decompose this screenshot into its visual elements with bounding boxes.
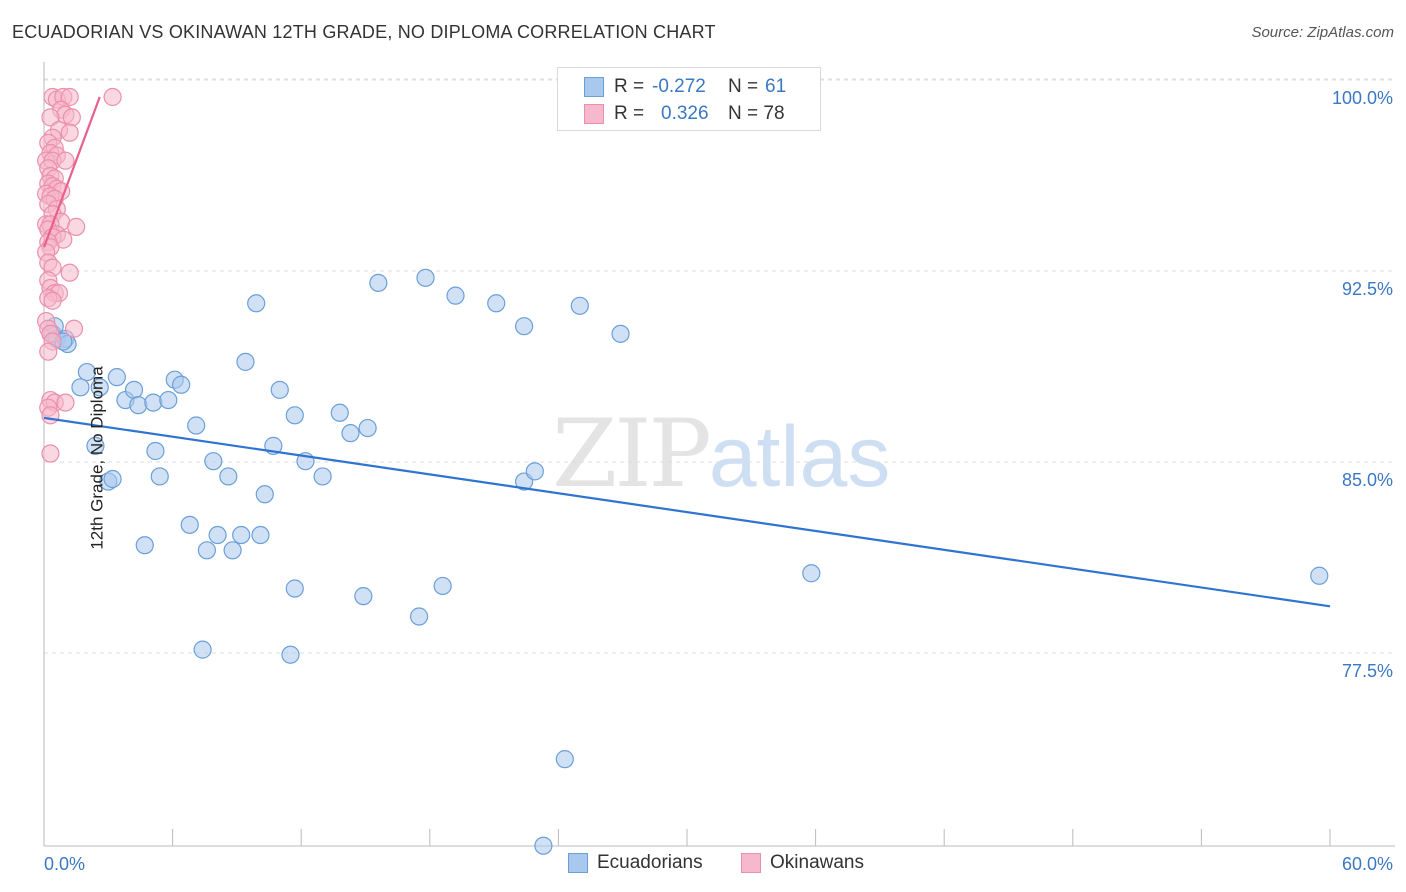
ecuadorian-point [129, 396, 148, 415]
ecuadorian-point [90, 378, 109, 397]
ecuadorian-point [103, 469, 122, 489]
bottom-legend-ecuadorians: Ecuadorians [568, 852, 703, 874]
bottom-legend-swatch-pink [741, 853, 761, 873]
ecuadorian-point [416, 268, 435, 287]
okinawan-point [43, 291, 62, 310]
ecuadorian-point [534, 836, 553, 855]
okinawan-point [56, 393, 75, 412]
y-tick-label: 100.0% [1332, 88, 1393, 108]
ecuadorian-point [172, 375, 191, 394]
ecuadorian-point [71, 378, 90, 397]
ecuadorian-point [204, 452, 223, 471]
okinawan-point [39, 342, 58, 361]
legend-n-label: N = [728, 76, 759, 97]
okinawan-point [62, 108, 81, 127]
correlation-legend: R = -0.272 N = 61 R = 0.326 N = 78 [557, 67, 821, 131]
legend-r-label: R = [614, 76, 645, 97]
ecuadorian-point [570, 296, 589, 315]
ecuadorian-point [86, 436, 105, 455]
y-tick-label: 92.5% [1342, 279, 1393, 299]
ecuadorian-point [358, 418, 377, 438]
ecuadorian-trend-line [43, 416, 1331, 608]
legend-n-value: 61 [765, 76, 787, 97]
ecuadorian-point [150, 467, 169, 486]
ecuadorian-point [124, 380, 144, 399]
ecuadorian-point [1310, 566, 1329, 585]
okinawan-point [60, 123, 79, 142]
ecuadorian-point [802, 564, 821, 583]
ecuadorian-point [341, 424, 360, 443]
ecuadorian-point [255, 485, 274, 504]
legend-swatch-pink [584, 104, 604, 124]
ecuadorian-point [354, 587, 373, 606]
ecuadorian-point [487, 294, 506, 313]
ecuadorian-point [236, 352, 255, 371]
ecuadorian-point [232, 525, 251, 545]
ecuadorian-point [247, 294, 266, 313]
ecuadorian-point [285, 406, 304, 425]
bottom-legend-label: Ecuadorians [597, 852, 703, 873]
watermark-atlas: atlas [708, 409, 891, 505]
y-axis-label: 12th Grade, No Diploma [87, 366, 107, 550]
ecuadorian-point [208, 525, 227, 545]
okinawan-point [60, 263, 79, 282]
okinawan-point [41, 108, 60, 127]
ecuadorian-point [369, 273, 388, 293]
legend-r-label: R = [614, 103, 645, 124]
watermark: ZIPatlas [552, 400, 890, 509]
ecuadorian-point [223, 541, 242, 560]
y-tick-label: 77.5% [1342, 661, 1393, 681]
ecuadorian-point [251, 525, 270, 545]
legend-swatch-blue [584, 77, 604, 97]
okinawan-point [56, 151, 75, 170]
okinawan-point [41, 444, 60, 463]
source-credit: Source: ZipAtlas.com [1251, 24, 1394, 41]
ecuadorian-point [611, 324, 630, 343]
bottom-legend-okinawans: Okinawans [741, 852, 864, 874]
ecuadorian-point [285, 579, 304, 598]
okinawan-point [60, 87, 79, 107]
legend-n-label: N = 78 [728, 103, 785, 124]
okinawan-point [103, 87, 122, 107]
ecuadorian-point [409, 607, 429, 626]
bottom-legend-label: Okinawans [770, 852, 864, 873]
ecuadorian-point [77, 362, 96, 382]
legend-r-value: 0.326 [661, 103, 709, 124]
ecuadorian-point [146, 441, 165, 461]
ecuadorian-point [187, 416, 206, 435]
bottom-legend-swatch-blue [568, 853, 588, 873]
ecuadorian-point [193, 640, 212, 659]
ecuadorian-point [107, 368, 126, 387]
chart-title: ECUADORIAN VS OKINAWAN 12TH GRADE, NO DI… [12, 22, 716, 42]
okinawan-point [41, 406, 60, 425]
x-tick-label: 60.0% [1342, 854, 1393, 874]
ecuadorian-point [525, 462, 544, 481]
legend-row-okinawans: R = 0.326 N = 78 [584, 102, 785, 126]
legend-r-value: -0.272 [652, 76, 706, 97]
ecuadorian-point [313, 467, 332, 486]
ecuadorian-point [135, 536, 154, 555]
ecuadorian-point [180, 515, 199, 534]
ecuadorian-point [281, 645, 300, 664]
ecuadorian-point [270, 380, 289, 399]
ecuadorian-point [446, 286, 465, 305]
watermark-zip: ZIP [552, 400, 712, 509]
ecuadorian-point [219, 467, 238, 486]
ecuadorian-point [159, 390, 178, 410]
y-tick-label: 85.0% [1342, 470, 1393, 490]
okinawan-point [67, 217, 86, 236]
legend-row-ecuadorians: R = -0.272 N = 61 [584, 75, 786, 99]
ecuadorian-point [433, 576, 452, 596]
okinawan-trend-line [42, 96, 101, 248]
ecuadorian-point [144, 393, 163, 412]
ecuadorian-point [555, 750, 574, 769]
okinawan-point [64, 319, 84, 338]
x-tick-label: 0.0% [44, 854, 85, 874]
ecuadorian-point [197, 541, 216, 560]
ecuadorian-point [330, 403, 349, 422]
ecuadorian-point [515, 317, 534, 336]
